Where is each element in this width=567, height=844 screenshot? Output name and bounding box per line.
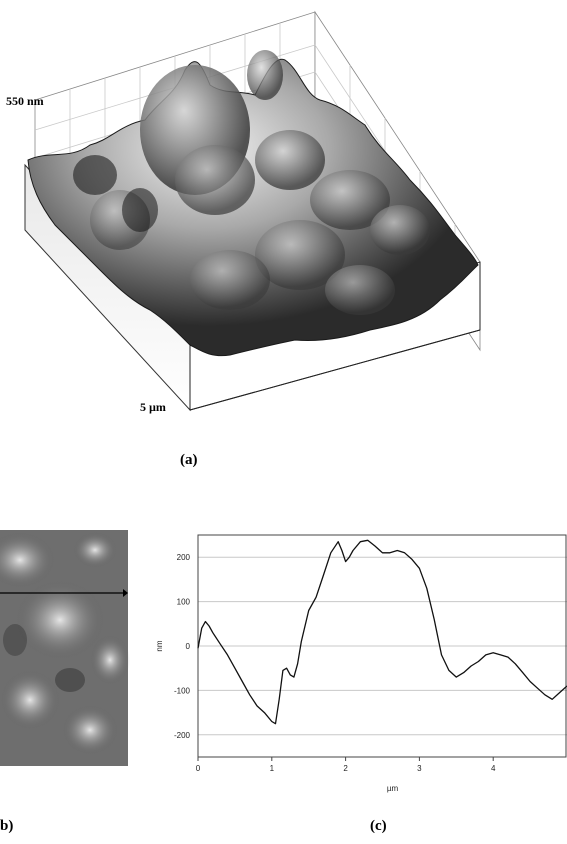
z-scale-label: 550 nm xyxy=(6,94,44,108)
x-tick-label: 3 xyxy=(417,764,422,773)
map-features xyxy=(0,532,130,755)
afm-3d-surface-plot xyxy=(24,10,481,412)
y-tick-label: -100 xyxy=(174,686,191,695)
caption-c: (c) xyxy=(370,818,387,834)
caption-b: b) xyxy=(0,818,14,834)
y-axis-label: nm xyxy=(155,640,164,651)
caption-a: (a) xyxy=(180,452,198,468)
x-tick-label: 1 xyxy=(270,764,275,773)
profile-line-marker xyxy=(123,589,128,597)
afm-2d-map xyxy=(0,530,130,766)
surface-bumps xyxy=(73,50,430,315)
xy-scale-label: 5 µm xyxy=(140,400,166,414)
y-tick-label: 200 xyxy=(177,553,191,562)
afm-2d-map-panel: b) xyxy=(0,530,140,834)
profile-series-line xyxy=(197,539,567,725)
x-axis-label: µm xyxy=(387,784,399,793)
y-tick-label: 0 xyxy=(186,642,191,651)
profile-chart: -200 -100 0 100 200 0 1 2 3 4 µm nm xyxy=(155,534,567,793)
y-tick-label: 100 xyxy=(177,598,191,607)
x-tick-label: 2 xyxy=(343,764,348,773)
box-edges xyxy=(189,262,481,411)
x-tick-label: 4 xyxy=(491,764,496,773)
profile-chart-panel: -200 -100 0 100 200 0 1 2 3 4 µm nm (c) xyxy=(140,525,567,834)
y-tick-label: -200 xyxy=(174,731,191,740)
x-tick-label: 0 xyxy=(196,764,201,773)
afm-3d-surface-panel: 550 nm 5 µm (a) xyxy=(6,10,481,468)
